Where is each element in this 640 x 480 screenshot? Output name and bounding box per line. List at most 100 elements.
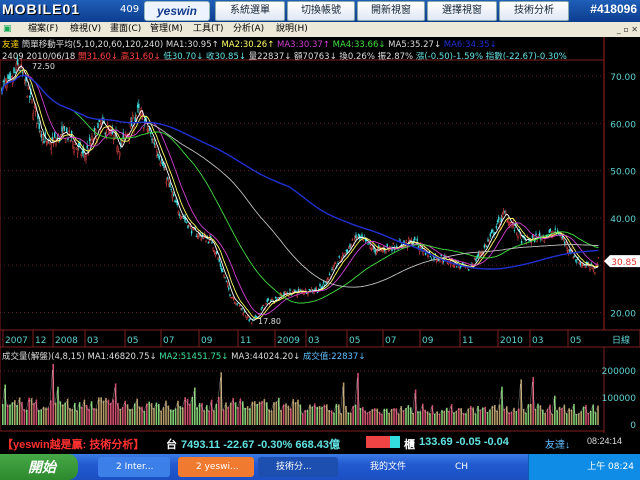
window-controls[interactable]: _ ▫ ✕: [616, 25, 638, 34]
volume-bar: [256, 403, 258, 425]
last-price-label: 30.85: [611, 258, 637, 268]
volume-bar: [484, 406, 486, 425]
volume-bar: [105, 397, 107, 425]
volume-bar: [530, 404, 532, 425]
candle: [222, 270, 224, 273]
candle: [16, 58, 19, 65]
yeswin-logo-button[interactable]: yeswin: [144, 1, 210, 21]
x-tick: 11: [240, 336, 251, 346]
candle: [73, 147, 75, 153]
volume-bar: [400, 406, 402, 425]
candle: [168, 181, 170, 185]
price-tick: 50.00: [610, 168, 636, 178]
technical-analysis-button[interactable]: 技術分析: [499, 1, 569, 21]
new-window-button[interactable]: 開新視窗: [357, 1, 425, 21]
volume-bar: [110, 402, 112, 425]
menu-manage[interactable]: 管理(M): [150, 24, 183, 34]
volume-bar: [2, 404, 4, 425]
x-tick: 05: [349, 336, 360, 346]
menu-help[interactable]: 說明(H): [276, 24, 308, 34]
volume-bar: [544, 413, 546, 425]
candle: [261, 306, 264, 309]
candle: [97, 122, 99, 128]
volume-bar: [9, 404, 11, 425]
volume-bar: [83, 399, 86, 425]
menu-file[interactable]: 檔案(F): [28, 24, 59, 34]
volume-bar: [119, 408, 122, 425]
ma-line-3: [1, 74, 599, 316]
volume-bar: [86, 404, 88, 425]
info-segment: MA6:34.35↓: [441, 40, 497, 50]
candle: [284, 291, 286, 294]
menu-analysis[interactable]: 分析(A): [233, 24, 265, 34]
x-tick: 03: [308, 336, 319, 346]
candle: [580, 262, 583, 266]
candle: [265, 302, 267, 305]
volume-bar: [218, 396, 220, 425]
volume-bar: [326, 404, 328, 425]
volume-bar: [254, 401, 256, 425]
candle: [22, 71, 25, 73]
candle: [328, 273, 331, 276]
candle: [142, 127, 145, 132]
price-volume-chart[interactable]: 70.00 60.00 50.00 40.00 20.00 72.50 17.80 30.85…: [0, 37, 640, 433]
menu-screen[interactable]: 畫面(C): [110, 24, 142, 34]
candle: [290, 294, 292, 296]
volume-bar: [40, 409, 42, 425]
stock-alert[interactable]: 友達↓: [545, 440, 570, 451]
candle: [561, 235, 564, 239]
language-indicator[interactable]: CH: [455, 462, 469, 472]
volume-bar: [412, 412, 414, 425]
volume-bar: [59, 401, 62, 425]
menu-tools[interactable]: 工具(T): [193, 24, 224, 34]
task-yeswin[interactable]: 2 yeswi...: [178, 457, 254, 477]
system-menu-button[interactable]: 系統選單: [215, 1, 285, 21]
menu-view[interactable]: 檢視(V): [70, 24, 102, 34]
select-window-button[interactable]: 選擇視窗: [427, 1, 497, 21]
volume-bar: [76, 410, 78, 425]
candle: [27, 85, 30, 90]
volume-bar: [234, 402, 237, 425]
candle: [342, 252, 344, 256]
switch-account-button[interactable]: 切換帳號: [287, 1, 355, 21]
volume-bar: [498, 404, 501, 425]
candle: [277, 298, 279, 300]
volume-bar: [508, 412, 510, 425]
candle: [64, 138, 67, 143]
candle: [582, 264, 584, 266]
start-button[interactable]: 開始: [0, 454, 78, 480]
candle: [422, 251, 424, 255]
candle: [157, 154, 159, 156]
candle: [367, 243, 369, 245]
volume-bar: [71, 409, 74, 425]
volume-header-segment: MA2:51451.75↓: [157, 352, 229, 362]
volume-bar: [184, 397, 186, 425]
x-tick: 03: [87, 336, 98, 346]
volume-bar: [270, 410, 273, 425]
volume-bar: [522, 408, 525, 425]
candle: [177, 211, 180, 215]
info-segment: MA5:35.27↓: [385, 40, 442, 50]
volume-bar: [573, 404, 575, 425]
volume-bar: [357, 372, 359, 425]
candle: [117, 149, 120, 152]
volume-bar: [69, 408, 71, 425]
info-segment: MA2:30.26↑: [218, 40, 275, 50]
x-tick: 11: [462, 336, 473, 346]
volume-bar: [78, 402, 81, 425]
volume-bar: [316, 406, 318, 425]
volume-bar: [582, 406, 585, 425]
volume-bar: [201, 403, 203, 425]
task-my-documents[interactable]: 我的文件: [370, 462, 407, 472]
candle: [338, 256, 340, 258]
candle: [489, 233, 492, 237]
task-tech-analysis[interactable]: 技術分...: [258, 457, 338, 477]
high-label: 72.50: [32, 62, 55, 71]
candle: [474, 258, 476, 260]
candle: [164, 167, 166, 170]
task-ie[interactable]: 2 Inter...: [98, 457, 170, 477]
candle: [211, 241, 213, 244]
volume-bar: [33, 402, 35, 425]
volume-bar: [136, 398, 138, 425]
candle: [105, 132, 108, 137]
